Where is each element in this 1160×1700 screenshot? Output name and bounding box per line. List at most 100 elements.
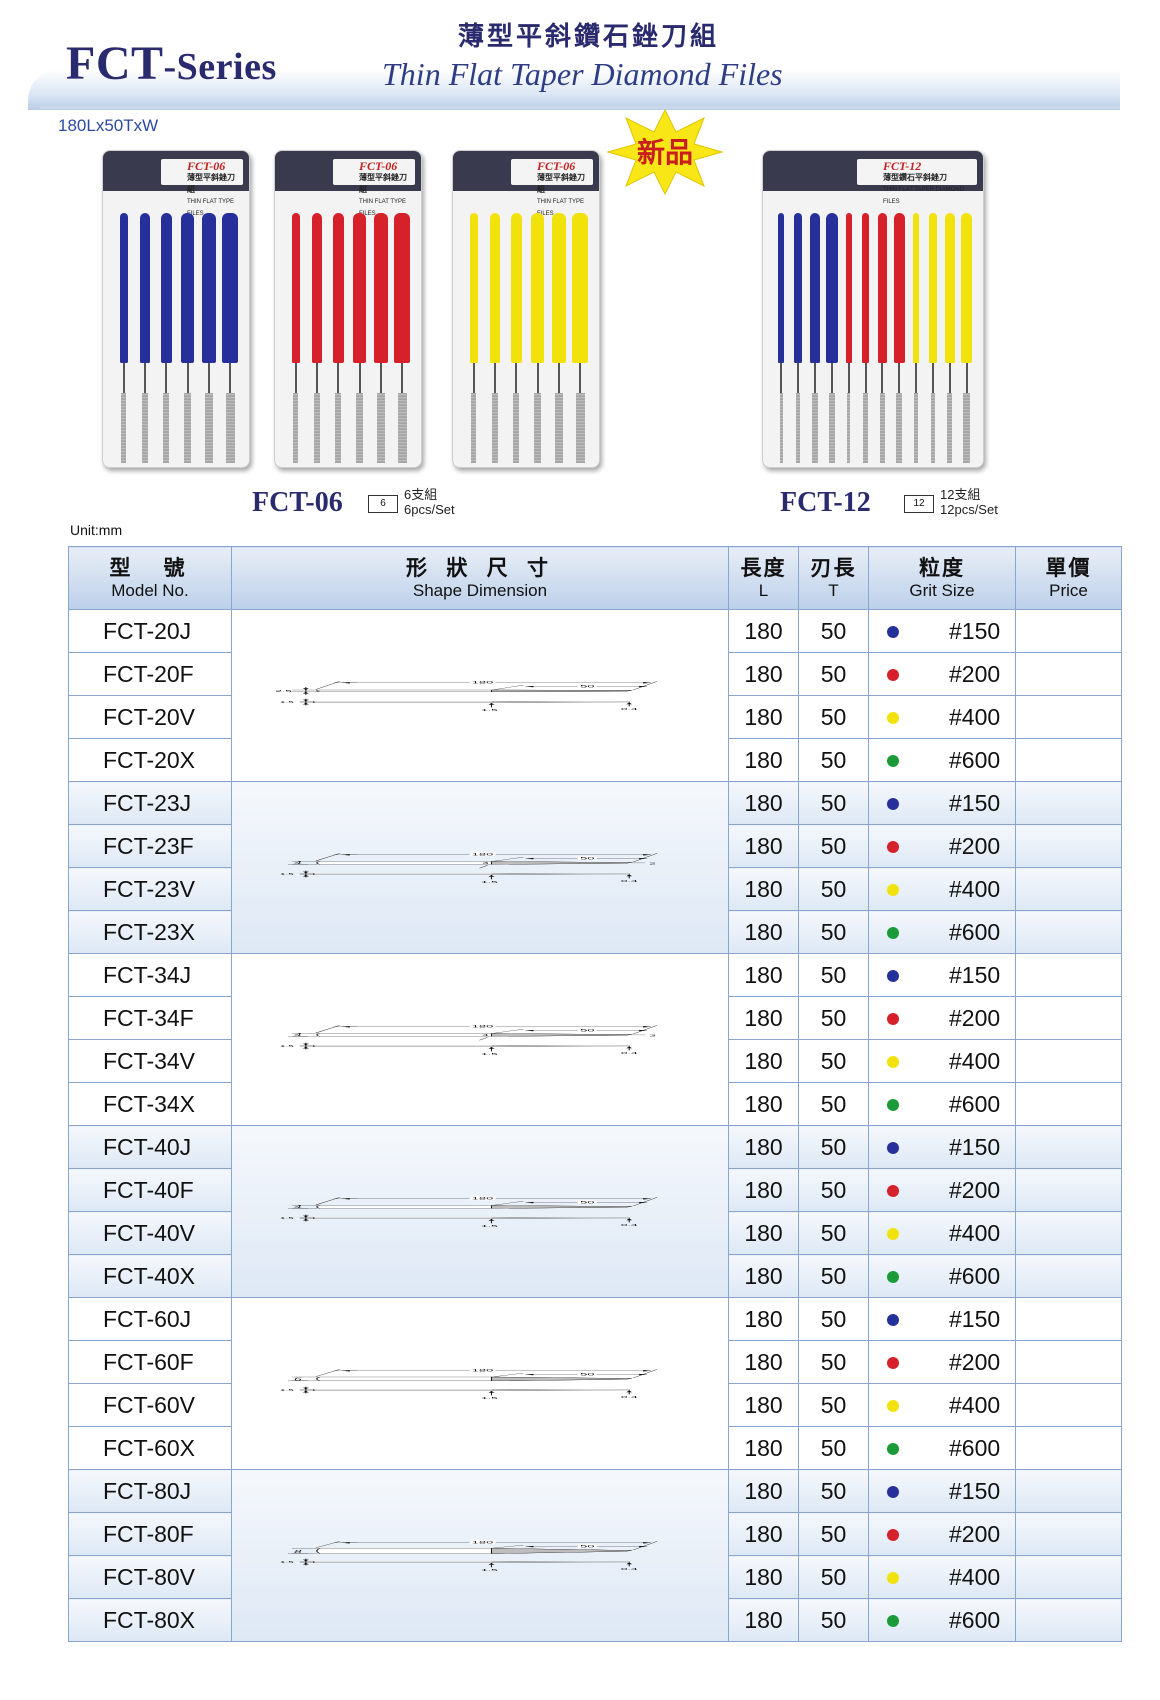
grit-cell: #150 <box>868 609 1016 653</box>
dimension-label: 50 <box>580 1028 594 1032</box>
header-price: 單價 Price <box>1015 546 1122 610</box>
arrow-icon <box>643 1541 652 1543</box>
arrow-icon <box>626 1390 633 1392</box>
tip-thickness-label: 0.4 <box>621 1051 638 1054</box>
file-tool <box>944 213 955 463</box>
dimension-label: 50 <box>580 1200 594 1204</box>
arrow-icon <box>488 874 495 877</box>
mid-thickness-label: 1.5 <box>481 880 498 883</box>
pack-sub-en: THIN FLAT TAPER DIAMOND FILES <box>883 187 964 205</box>
table-row: FCT-34J 180 50 4 4 3 1.5 1.5 0.4 180 50 #150 <box>68 953 1122 1126</box>
grit-color-dot-icon <box>887 1614 899 1627</box>
extension-line <box>632 1368 658 1378</box>
arrow-icon <box>626 1562 633 1564</box>
header-grit: 粒度 Grit Size <box>868 546 1016 610</box>
file-tool <box>469 213 478 463</box>
grit-cell: #600 <box>868 1254 1016 1298</box>
arrow-icon <box>488 702 495 705</box>
arrow-icon <box>639 1545 648 1547</box>
shape-drawing-cell: 180 50 4 3 2 1.5 1.5 0.4 <box>231 781 729 954</box>
grit-value: #600 <box>949 1091 1001 1118</box>
price-cell <box>1015 867 1122 911</box>
model-cell: FCT-23X <box>68 910 232 954</box>
grit-value: #150 <box>949 962 1001 989</box>
pack-sub-en: THIN FLAT TYPE FILES <box>359 199 407 217</box>
grit-color-dot-icon <box>887 1356 899 1369</box>
grit-color-dot-icon <box>887 797 899 810</box>
arrow-icon <box>643 853 652 855</box>
model-cell: FCT-34J <box>68 953 232 997</box>
grit-value: #400 <box>949 876 1001 903</box>
dimension-label: 50 <box>580 856 594 860</box>
title-chinese: 薄型平斜鑽石銼刀組 <box>458 22 720 52</box>
width-label: 4 <box>294 1032 302 1036</box>
grit-cell: #600 <box>868 1426 1016 1470</box>
blade-length-cell: 50 <box>798 1082 869 1126</box>
arrow-icon <box>302 874 309 876</box>
blade-region <box>490 1547 633 1554</box>
unit-label: Unit:mm <box>70 522 123 538</box>
extension-line <box>632 1196 658 1206</box>
file-tool <box>531 213 545 463</box>
model-cell: FCT-80X <box>68 1598 232 1642</box>
arrow-icon <box>525 1545 534 1547</box>
mid-thickness-label: 1.5 <box>481 1568 498 1571</box>
grit-cell: #200 <box>868 824 1016 868</box>
tip-width-label: 3 <box>649 1033 656 1036</box>
table-row: FCT-40X 180 50 #600 <box>68 1254 1122 1298</box>
price-cell <box>1015 1039 1122 1083</box>
dimension-label: 50 <box>580 1372 594 1376</box>
grit-value: #600 <box>949 1435 1001 1462</box>
table-row: FCT-20J 180 50 2.5 1.5 1.5 0.4 180 50 #150 <box>68 609 1122 782</box>
model-cell: FCT-23F <box>68 824 232 868</box>
length-cell: 180 <box>728 1297 799 1341</box>
length-cell: 180 <box>728 1340 799 1384</box>
pack-model: FCT-06 <box>359 159 398 173</box>
file-tool <box>312 213 322 463</box>
arrow-icon <box>302 1215 309 1217</box>
new-badge-text: 新品 <box>637 136 693 169</box>
price-cell <box>1015 1469 1122 1513</box>
grit-cell: #600 <box>868 1082 1016 1126</box>
grit-value: #200 <box>949 1349 1001 1376</box>
pack-label: FCT-06 薄型平斜銼刀組 THIN FLAT TYPE FILES <box>511 159 593 217</box>
shape-drawing-cell: 180 50 6 1.5 1.5 0.4 <box>231 1297 729 1470</box>
grit-cell: #400 <box>868 695 1016 739</box>
model-cell: FCT-20F <box>68 652 232 696</box>
file-tool <box>913 213 920 463</box>
extension-line <box>493 684 524 690</box>
header-divider <box>40 106 1120 109</box>
arrow-icon <box>643 681 652 683</box>
arrow-icon <box>525 857 534 859</box>
dimension-label: 50 <box>580 1544 594 1548</box>
blade-length-cell: 50 <box>798 1254 869 1298</box>
arrow-icon <box>525 1201 534 1203</box>
arrow-icon <box>341 1541 350 1543</box>
width-label: 4 <box>294 1204 302 1208</box>
header-length: 長度 L <box>728 546 799 610</box>
extension-line <box>632 1024 658 1034</box>
arrow-icon <box>302 702 309 704</box>
model-cell: FCT-20J <box>68 609 232 653</box>
grit-value: #150 <box>949 1478 1001 1505</box>
dimension-label: 180 <box>472 1368 494 1372</box>
dimension-label: 180Lx50TxW <box>58 116 159 135</box>
header-shape: 形 狀 尺 寸 Shape Dimension <box>231 546 729 610</box>
pack-model: FCT-06 <box>537 159 576 173</box>
pack-label: FCT-12 薄型鑽石平斜銼刀 THIN FLAT TAPER DIAMOND FI… <box>857 159 977 205</box>
blade-length-cell: 50 <box>798 1039 869 1083</box>
blade-length-cell: 50 <box>798 1426 869 1470</box>
price-cell <box>1015 609 1122 653</box>
price-cell <box>1015 824 1122 868</box>
grit-color-dot-icon <box>887 625 899 638</box>
blade-region <box>490 1032 633 1037</box>
file-tool <box>394 213 411 463</box>
shape-drawing-cell: 180 50 2.5 1.5 1.5 0.4 <box>231 609 729 782</box>
price-cell <box>1015 953 1122 997</box>
price-cell <box>1015 1168 1122 1212</box>
grit-value: #200 <box>949 661 1001 688</box>
grit-cell: #200 <box>868 1340 1016 1384</box>
model-cell: FCT-40J <box>68 1125 232 1169</box>
length-cell: 180 <box>728 1598 799 1642</box>
extension-line <box>315 1540 341 1548</box>
